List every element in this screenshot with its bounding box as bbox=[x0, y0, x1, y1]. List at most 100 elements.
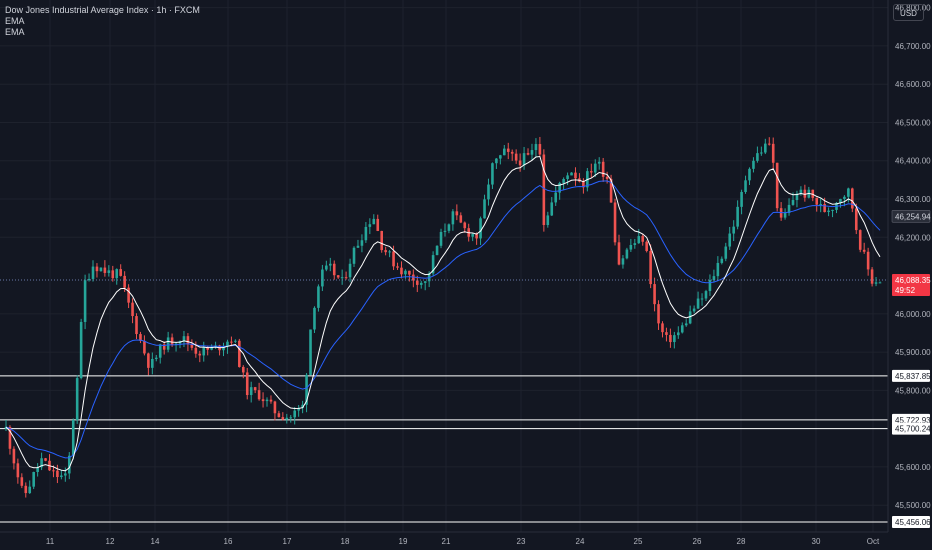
grid-lines bbox=[0, 0, 888, 532]
candle-body bbox=[854, 208, 858, 231]
candle-body bbox=[431, 255, 435, 274]
candle-body bbox=[661, 323, 664, 333]
candle-body bbox=[249, 387, 253, 396]
candle-body bbox=[641, 236, 645, 242]
candle-body bbox=[261, 399, 265, 402]
candle-body bbox=[321, 269, 324, 287]
candle-body bbox=[439, 231, 443, 246]
candle-body bbox=[677, 332, 680, 336]
candle-body bbox=[408, 270, 411, 275]
candle-body bbox=[870, 269, 874, 284]
candle-body bbox=[688, 311, 692, 324]
candle-body bbox=[783, 212, 787, 218]
candle-body bbox=[376, 218, 380, 231]
candle-body bbox=[760, 152, 763, 154]
candle-body bbox=[542, 154, 546, 226]
candle-body bbox=[206, 347, 209, 350]
candle-body bbox=[238, 340, 241, 367]
candle-body bbox=[111, 270, 115, 279]
candle-body bbox=[328, 263, 332, 266]
x-tick-label: 12 bbox=[106, 537, 115, 546]
candle-body bbox=[79, 321, 83, 379]
candle-body bbox=[851, 188, 854, 209]
candle-body bbox=[522, 153, 526, 166]
candle-body bbox=[344, 277, 348, 279]
candle-body bbox=[554, 192, 558, 203]
candle-body bbox=[491, 163, 494, 185]
candle-body bbox=[752, 160, 755, 169]
y-tick-label: 46,800.00 bbox=[895, 4, 931, 13]
candle-body bbox=[336, 275, 340, 278]
candle-body bbox=[684, 323, 688, 326]
x-tick-label: 11 bbox=[46, 537, 55, 546]
candle-body bbox=[309, 329, 312, 375]
candle-body bbox=[210, 346, 213, 350]
candle-body bbox=[348, 263, 352, 278]
candle-body bbox=[637, 236, 641, 244]
candle-body bbox=[20, 477, 24, 486]
candle-body bbox=[404, 270, 407, 275]
candle-body bbox=[862, 249, 866, 252]
candle-body bbox=[680, 325, 684, 333]
candles bbox=[4, 136, 882, 498]
x-tick-label: 16 bbox=[224, 537, 233, 546]
candle-body bbox=[226, 341, 229, 347]
candle-body bbox=[649, 250, 652, 285]
candle-body bbox=[352, 247, 356, 264]
candle-body bbox=[451, 211, 455, 225]
candle-body bbox=[380, 230, 384, 251]
y-tick-label: 45,500.00 bbox=[895, 501, 931, 510]
candle-body bbox=[471, 234, 474, 237]
candle-body bbox=[40, 458, 43, 468]
indicator-ema-1[interactable]: EMA bbox=[5, 16, 25, 26]
candle-body bbox=[139, 334, 142, 341]
candle-body bbox=[463, 222, 467, 229]
candle-body bbox=[819, 204, 822, 206]
candle-body bbox=[609, 178, 613, 203]
candle-body bbox=[483, 199, 486, 219]
candle-body bbox=[839, 198, 842, 203]
candle-body bbox=[815, 197, 819, 205]
candle-body bbox=[712, 276, 716, 281]
candle-body bbox=[823, 204, 826, 213]
candle-body bbox=[479, 218, 482, 239]
candle-body bbox=[605, 176, 609, 179]
candle-body bbox=[115, 269, 119, 279]
candle-body bbox=[665, 332, 668, 335]
candle-body bbox=[657, 304, 660, 324]
countdown-label: 49:52 bbox=[895, 286, 916, 295]
y-tick-label: 46,600.00 bbox=[895, 80, 931, 89]
candle-body bbox=[285, 417, 289, 420]
candle-body bbox=[767, 143, 771, 145]
candle-body bbox=[534, 144, 538, 151]
ema-slow-line bbox=[5, 180, 881, 459]
candle-body bbox=[724, 246, 728, 259]
candle-body bbox=[518, 160, 522, 166]
candle-body bbox=[222, 346, 225, 351]
candle-body bbox=[151, 358, 154, 368]
candle-body bbox=[253, 387, 257, 391]
candle-body bbox=[756, 153, 759, 161]
candle-body bbox=[526, 153, 530, 155]
time-axis[interactable]: 11 12 14 16 17 18 19 21 23 24 25 26 28 30 Oct bbox=[0, 531, 888, 546]
currency-button[interactable]: USD bbox=[893, 4, 924, 21]
price-axis[interactable]: 46,800.00 46,700.00 46,600.00 46,500.00 46,4… bbox=[887, 0, 931, 532]
x-tick-label: 23 bbox=[517, 537, 526, 546]
candle-body bbox=[692, 308, 696, 312]
candle-body bbox=[570, 172, 573, 176]
candle-body bbox=[158, 344, 162, 358]
candle-body bbox=[56, 470, 59, 478]
candle-body bbox=[847, 188, 850, 197]
candle-body bbox=[400, 267, 403, 275]
candle-body bbox=[732, 226, 735, 234]
candle-body bbox=[514, 153, 518, 161]
candle-body bbox=[372, 218, 376, 225]
candle-body bbox=[388, 251, 391, 253]
indicator-ema-2[interactable]: EMA bbox=[5, 27, 25, 37]
y-tick-label: 46,300.00 bbox=[895, 195, 931, 204]
candle-body bbox=[700, 298, 704, 300]
candle-body bbox=[558, 182, 561, 193]
candle-body bbox=[340, 277, 344, 279]
candle-body bbox=[392, 251, 395, 267]
